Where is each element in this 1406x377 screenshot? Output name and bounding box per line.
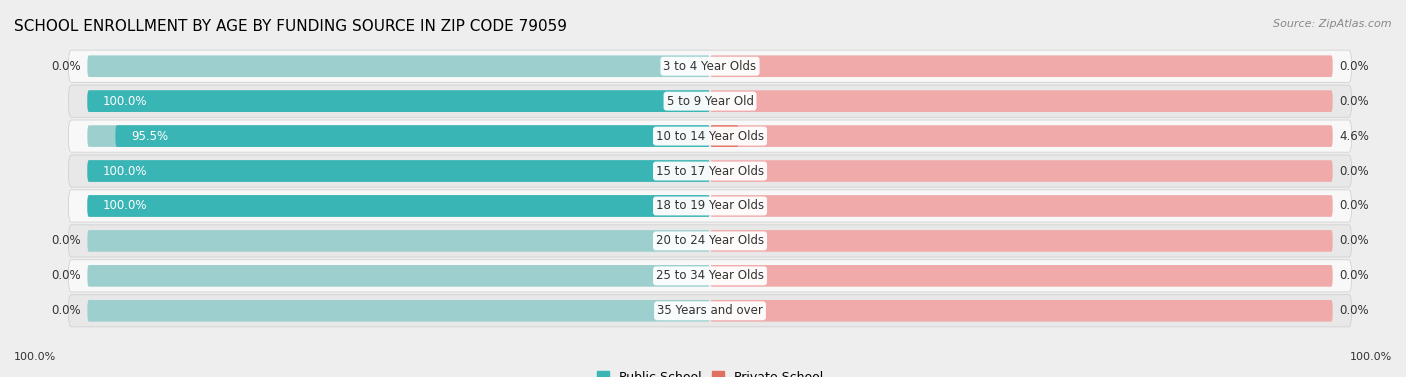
Text: 0.0%: 0.0% [1339, 164, 1368, 178]
FancyBboxPatch shape [69, 295, 1351, 327]
Text: 0.0%: 0.0% [1339, 60, 1368, 73]
Legend: Public School, Private School: Public School, Private School [592, 366, 828, 377]
Text: 4.6%: 4.6% [1339, 130, 1369, 143]
Text: 0.0%: 0.0% [1339, 234, 1368, 247]
Text: 0.0%: 0.0% [1339, 199, 1368, 213]
Text: 100.0%: 100.0% [14, 352, 56, 362]
FancyBboxPatch shape [710, 90, 1333, 112]
Text: 0.0%: 0.0% [52, 269, 82, 282]
Text: 20 to 24 Year Olds: 20 to 24 Year Olds [657, 234, 763, 247]
Text: 35 Years and over: 35 Years and over [657, 304, 763, 317]
Text: 100.0%: 100.0% [103, 95, 148, 108]
FancyBboxPatch shape [87, 125, 710, 147]
Text: 0.0%: 0.0% [1339, 304, 1368, 317]
FancyBboxPatch shape [710, 195, 1333, 217]
FancyBboxPatch shape [87, 300, 710, 322]
FancyBboxPatch shape [710, 265, 1333, 287]
FancyBboxPatch shape [87, 265, 710, 287]
Text: 15 to 17 Year Olds: 15 to 17 Year Olds [657, 164, 763, 178]
FancyBboxPatch shape [710, 125, 1333, 147]
FancyBboxPatch shape [87, 90, 710, 112]
Text: 5 to 9 Year Old: 5 to 9 Year Old [666, 95, 754, 108]
Text: 18 to 19 Year Olds: 18 to 19 Year Olds [657, 199, 763, 213]
FancyBboxPatch shape [710, 230, 1333, 252]
FancyBboxPatch shape [87, 230, 710, 252]
Text: 0.0%: 0.0% [52, 60, 82, 73]
Text: 0.0%: 0.0% [1339, 95, 1368, 108]
FancyBboxPatch shape [69, 190, 1351, 222]
Text: 3 to 4 Year Olds: 3 to 4 Year Olds [664, 60, 756, 73]
Text: 100.0%: 100.0% [103, 164, 148, 178]
FancyBboxPatch shape [87, 55, 710, 77]
FancyBboxPatch shape [69, 50, 1351, 82]
Text: SCHOOL ENROLLMENT BY AGE BY FUNDING SOURCE IN ZIP CODE 79059: SCHOOL ENROLLMENT BY AGE BY FUNDING SOUR… [14, 19, 567, 34]
FancyBboxPatch shape [115, 125, 710, 147]
Text: 10 to 14 Year Olds: 10 to 14 Year Olds [657, 130, 763, 143]
Text: 100.0%: 100.0% [1350, 352, 1392, 362]
Text: Source: ZipAtlas.com: Source: ZipAtlas.com [1274, 19, 1392, 29]
Text: 25 to 34 Year Olds: 25 to 34 Year Olds [657, 269, 763, 282]
Text: 95.5%: 95.5% [131, 130, 169, 143]
FancyBboxPatch shape [710, 300, 1333, 322]
FancyBboxPatch shape [69, 155, 1351, 187]
FancyBboxPatch shape [69, 85, 1351, 117]
FancyBboxPatch shape [87, 195, 710, 217]
FancyBboxPatch shape [69, 260, 1351, 292]
FancyBboxPatch shape [69, 225, 1351, 257]
FancyBboxPatch shape [710, 55, 1333, 77]
Text: 0.0%: 0.0% [52, 304, 82, 317]
Text: 0.0%: 0.0% [1339, 269, 1368, 282]
FancyBboxPatch shape [710, 125, 738, 147]
FancyBboxPatch shape [69, 120, 1351, 152]
FancyBboxPatch shape [87, 160, 710, 182]
FancyBboxPatch shape [87, 160, 710, 182]
FancyBboxPatch shape [87, 90, 710, 112]
Text: 0.0%: 0.0% [52, 234, 82, 247]
FancyBboxPatch shape [710, 160, 1333, 182]
FancyBboxPatch shape [87, 195, 710, 217]
Text: 100.0%: 100.0% [103, 199, 148, 213]
